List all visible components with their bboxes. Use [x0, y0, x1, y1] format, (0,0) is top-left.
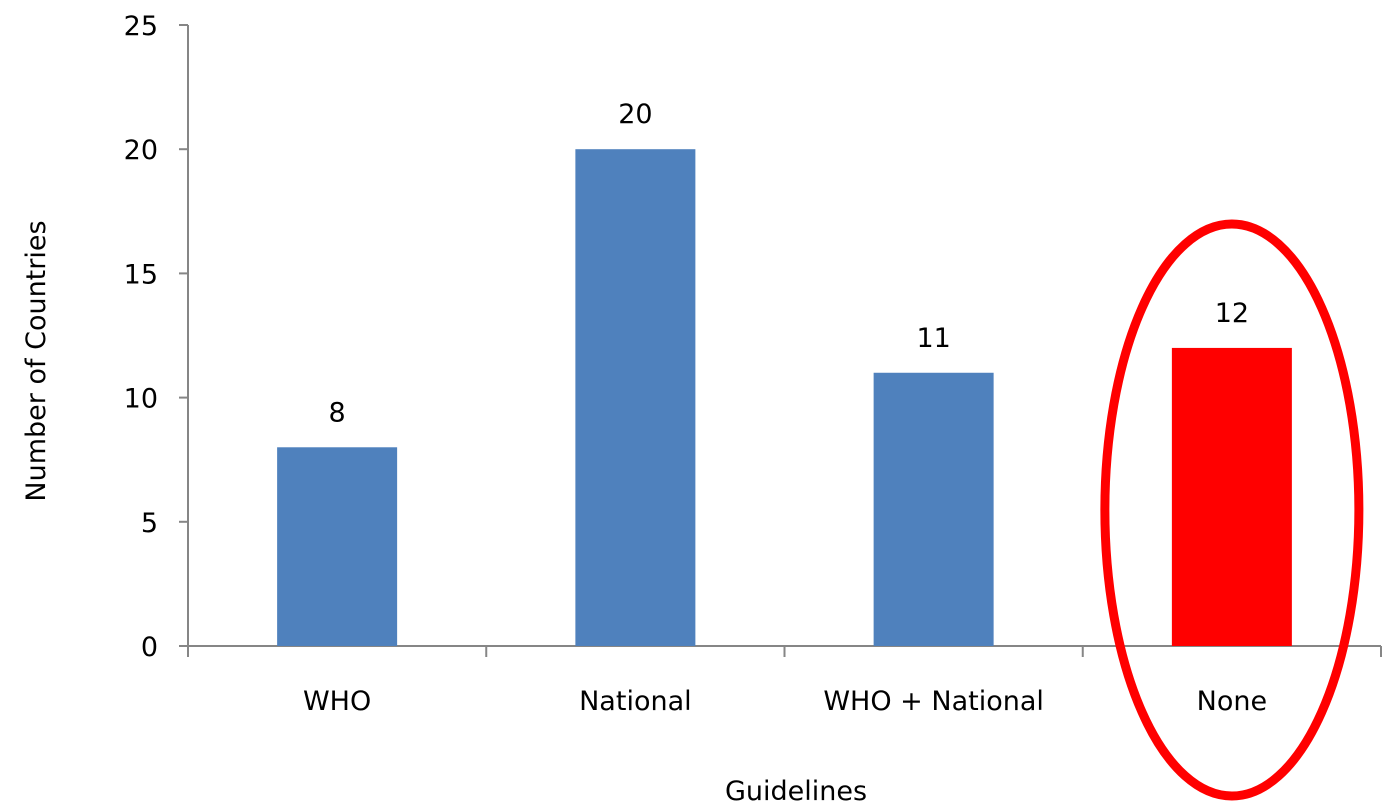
plot-area: 0 5 10 15 20 25 8 WHO 20 National 11 WHO + National… [124, 11, 1382, 801]
data-label: 11 [916, 323, 950, 354]
data-label: 8 [329, 397, 346, 428]
bar-who [277, 447, 398, 646]
x-tick-label: WHO + National [823, 686, 1044, 717]
data-label: 12 [1215, 298, 1249, 329]
y-tick-label: 0 [141, 632, 158, 663]
y-tick-label: 25 [124, 11, 158, 42]
x-tick-label: None [1197, 686, 1267, 717]
y-tick-label: 15 [124, 259, 158, 290]
y-tick-label: 20 [124, 135, 158, 166]
bar-none [1171, 347, 1292, 646]
x-tick-label: National [579, 686, 692, 717]
data-label: 20 [618, 99, 652, 130]
highlight-ellipse [1100, 219, 1364, 801]
x-axis-title: Guidelines [725, 776, 867, 807]
bar-national [575, 149, 696, 646]
y-tick-label: 10 [124, 384, 158, 415]
x-tick-label: WHO [303, 686, 371, 717]
y-axis-title: Number of Countries [21, 220, 52, 501]
bar-who-national [873, 372, 994, 646]
y-tick-label: 5 [141, 508, 158, 539]
